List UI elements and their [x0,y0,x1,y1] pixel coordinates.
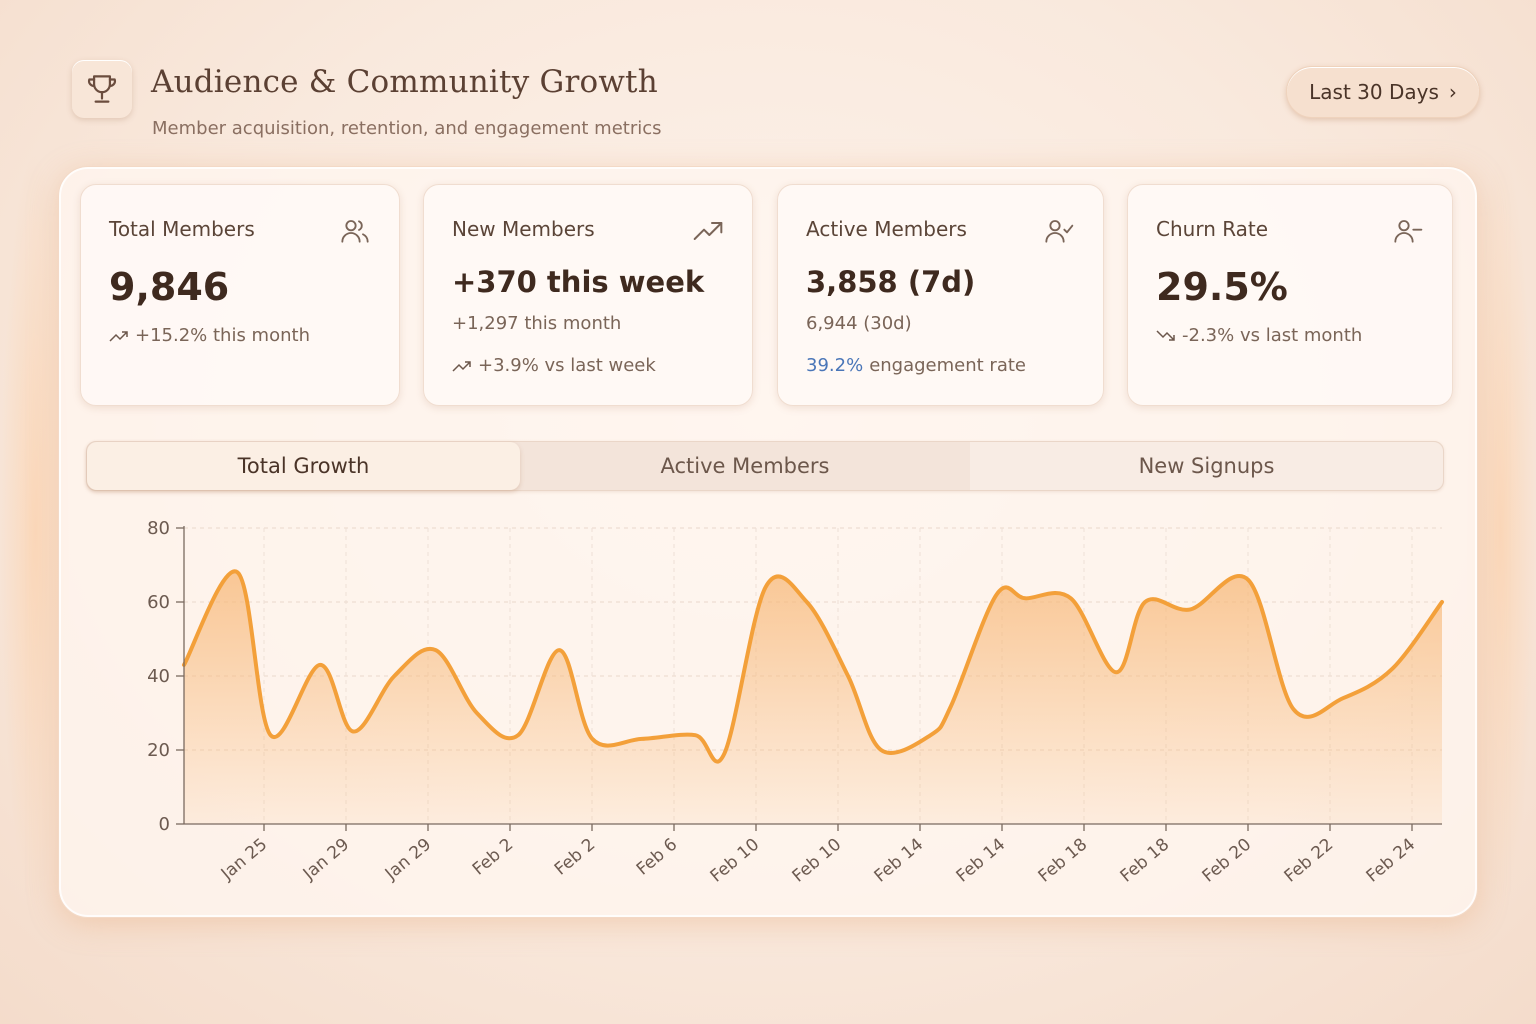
card-secondary-text: 6,944 (30d) [806,313,912,334]
users-icon [341,220,369,243]
tab-label: New Signups [1138,454,1275,478]
x-tick-label: Feb 6 [633,835,681,880]
card-trend-line: -2.3% vs last month [1156,325,1362,346]
user-check-icon [1045,220,1074,243]
x-tick-label: Feb 24 [1363,835,1420,887]
card-trend-line: +3.9% vs last week [452,355,656,376]
series-line [182,569,1444,764]
series-area [184,571,1442,824]
card-trend-text: -2.3% vs last month [1182,325,1363,346]
card-secondary-line: 6,944 (30d) [806,313,912,334]
page-subtitle: Member acquisition, retention, and engag… [152,118,662,139]
new-members-card: New Members +370 this week +1,297 this m… [423,184,753,406]
card-value: +370 this week [452,265,705,299]
tab-label: Total Growth [237,454,370,478]
x-tick-label: Jan 29 [381,835,435,885]
x-tick-label: Feb 14 [871,835,928,887]
card-secondary-line: +1,297 this month [452,313,621,334]
growth-chart: 0 20 40 60 80 Jan 25 Jan 29 Jan 29 Feb 2 Feb 2 Feb… [147,518,1444,887]
chevron-right-icon: › [1448,80,1457,104]
trophy-icon [72,60,132,118]
user-minus-icon [1394,220,1423,243]
date-range-button[interactable]: Last 30 Days › [1286,66,1480,118]
x-tick-label: Feb 22 [1281,835,1338,887]
y-tick-label: 40 [147,666,170,687]
card-label: Churn Rate [1156,217,1269,241]
tab-active-members[interactable]: Active Members [520,442,970,490]
engagement-rate-value: 39.2% [806,355,864,376]
x-tick-label: Feb 14 [953,835,1010,887]
tab-new-signups[interactable]: New Signups [970,442,1443,490]
engagement-line: 39.2% engagement rate [806,355,1026,376]
x-tick-label: Feb 18 [1035,835,1092,887]
x-tick-label: Feb 2 [551,835,599,880]
y-tick-label: 80 [147,518,170,539]
churn-rate-card: Churn Rate 29.5% -2.3% vs last month [1127,184,1453,406]
total-members-card: Total Members 9,846 +15.2% this month [80,184,400,406]
card-value: 9,846 [109,265,230,309]
trend-down-icon [1156,329,1175,341]
x-tick-label: Feb 10 [789,835,846,887]
active-members-card: Active Members 3,858 (7d) 6,944 (30d) 39… [777,184,1104,406]
trending-up-icon [693,222,723,240]
y-tick-label: 0 [159,814,170,835]
card-trend-line: +15.2% this month [109,325,310,346]
card-label: Active Members [806,217,967,241]
card-secondary-text: +1,297 this month [452,313,622,334]
card-trend-text: +3.9% vs last week [478,355,656,376]
y-tick-label: 20 [147,740,170,761]
chart-tabs: Total Growth Active Members New Signups [86,441,1444,491]
card-label: Total Members [109,217,255,241]
x-tick-label: Feb 10 [707,835,764,887]
card-trend-text: +15.2% this month [135,325,310,346]
tab-label: Active Members [660,454,830,478]
trend-up-icon [109,330,128,342]
tab-total-growth[interactable]: Total Growth [87,442,520,490]
engagement-rate-label: engagement rate [869,355,1026,376]
x-tick-label: Jan 25 [217,835,271,885]
page-title: Audience & Community Growth [151,64,658,100]
date-range-label: Last 30 Days [1309,80,1439,104]
card-label: New Members [452,217,595,241]
card-value: 3,858 (7d) [806,265,976,299]
y-tick-label: 60 [147,592,170,613]
x-tick-label: Feb 18 [1117,835,1174,887]
card-value: 29.5% [1156,265,1288,309]
trend-up-icon [452,360,471,372]
x-tick-label: Jan 29 [299,835,353,885]
x-tick-label: Feb 20 [1199,835,1256,887]
x-tick-label: Feb 2 [469,835,517,880]
